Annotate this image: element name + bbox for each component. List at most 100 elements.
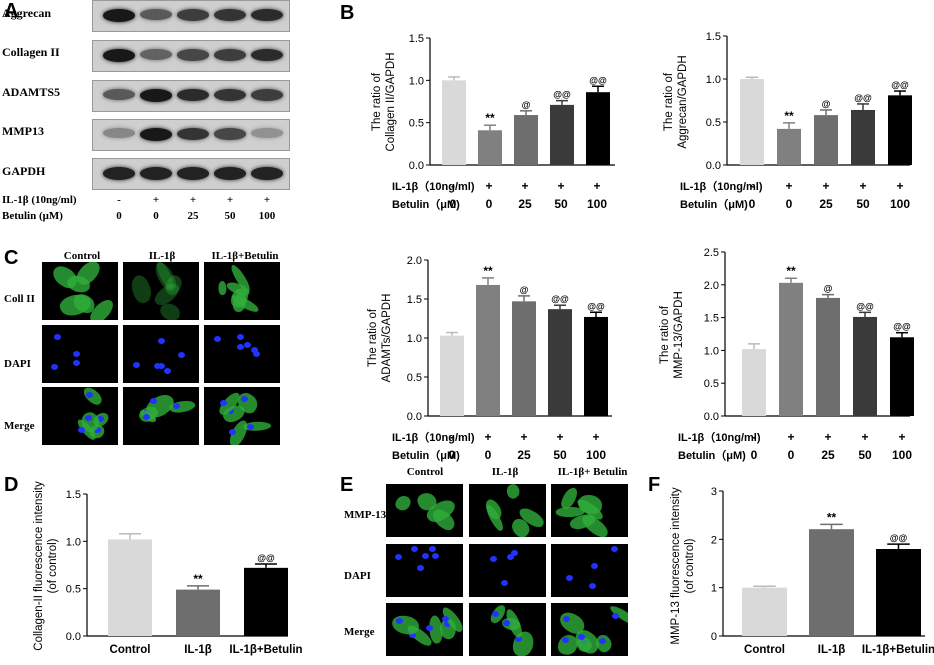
treatment-row2-value: 0 xyxy=(751,448,758,462)
nucleus xyxy=(432,553,440,560)
y-axis-label: MMP-13 fluorescence intensity (of control… xyxy=(670,487,696,644)
wb-band xyxy=(214,89,246,101)
significance-annotation: @@ xyxy=(589,75,607,85)
wb-band xyxy=(251,89,283,101)
merge-image xyxy=(42,387,118,445)
micro-c-row-dapi: DAPI xyxy=(4,358,31,370)
green-stain-image xyxy=(42,262,118,320)
green-stain-image xyxy=(204,262,280,320)
nucleus xyxy=(428,546,436,553)
nucleus xyxy=(566,575,574,582)
stained-cell xyxy=(481,496,505,522)
treatment-row1-value: + xyxy=(520,430,527,444)
significance-annotation: @ xyxy=(522,100,531,110)
western-blot-panel: Aggrecan Collagen II ADAMTS5 MMP13 GAPDH… xyxy=(0,0,300,225)
nucleus xyxy=(503,619,511,626)
bar xyxy=(742,349,766,416)
nucleus xyxy=(149,398,157,405)
treatment-row1-value: + xyxy=(785,179,792,193)
wb-treatment-row2-label: Betulin (μM) xyxy=(2,210,63,222)
y-tick-label: 1.0 xyxy=(66,536,81,548)
nucleus xyxy=(598,637,606,644)
nucleus xyxy=(229,428,237,435)
x-category-label: IL-1β+Betulin xyxy=(229,644,302,656)
micro-e-col-il1b: IL-1β xyxy=(491,466,519,478)
y-tick-label: 0.5 xyxy=(706,117,721,129)
treatment-row2-label: Betulin（μM) xyxy=(678,449,746,462)
y-axis-label: The ratio of Collagen II/GAPDH xyxy=(371,52,397,151)
y-axis-label-line: (of control) xyxy=(684,538,696,593)
nucleus xyxy=(563,615,571,622)
nucleus xyxy=(394,553,402,560)
nucleus xyxy=(417,564,425,571)
y-tick-label: 0.0 xyxy=(409,160,424,172)
dapi-image xyxy=(551,544,628,597)
y-tick-label: 1.0 xyxy=(409,75,424,87)
wb-band xyxy=(177,89,209,102)
significance-annotation: @@ xyxy=(587,301,605,311)
y-axis-label: The ratio of Aggrecan/GAPDH xyxy=(663,55,689,148)
stained-cell xyxy=(80,387,106,408)
y-tick-label: 0.5 xyxy=(407,372,422,384)
y-tick-label: 2 xyxy=(711,534,717,546)
treatment-row2-value: 0 xyxy=(449,448,456,462)
y-tick-label: 0 xyxy=(711,631,717,643)
nucleus xyxy=(50,363,58,370)
y-axis-label: Collagen-II fluorescence intensity (of co… xyxy=(33,481,59,651)
nucleus xyxy=(143,414,151,421)
bar xyxy=(816,297,840,416)
treatment-row2-value: 50 xyxy=(553,448,567,462)
nucleus xyxy=(489,556,497,563)
green-stain-image xyxy=(469,484,546,537)
bar xyxy=(779,282,803,416)
dapi-image xyxy=(204,325,280,383)
wb-band xyxy=(251,128,283,138)
panel-label-f: F xyxy=(648,474,661,496)
panel-label-e: E xyxy=(340,474,354,496)
nucleus xyxy=(426,624,434,631)
micro-c-row-merge: Merge xyxy=(4,420,35,432)
nucleus xyxy=(163,368,171,375)
x-category-label: Control xyxy=(744,644,785,656)
treatment-row1-value: + xyxy=(861,430,868,444)
wb-band xyxy=(251,49,283,62)
merge-image xyxy=(551,603,628,656)
wb-label-collagen: Collagen II xyxy=(2,45,60,59)
y-tick-label: 1.0 xyxy=(706,74,721,86)
nucleus xyxy=(247,423,255,430)
y-tick-label: 1.0 xyxy=(704,345,719,357)
panel-label-a: A xyxy=(4,0,19,22)
y-axis-label-line: The ratio of xyxy=(367,308,379,367)
nucleus xyxy=(73,351,81,358)
nucleus xyxy=(219,400,227,407)
nucleus xyxy=(491,610,499,617)
y-tick-label: 1.5 xyxy=(66,489,81,501)
treatment-row2-label: Betulin（μM) xyxy=(392,198,460,211)
nucleus xyxy=(443,620,451,627)
treatment-row2-value: 50 xyxy=(554,197,568,211)
significance-annotation: @ xyxy=(520,285,529,295)
treatment-row2-value: 25 xyxy=(517,448,531,462)
treatment-row2-label: Betulin（μM) xyxy=(392,449,460,462)
bar xyxy=(777,128,801,165)
wb-band xyxy=(214,9,246,21)
wb-trt1-val: - xyxy=(117,194,121,206)
treatment-row1-value: - xyxy=(451,179,455,193)
wb-band xyxy=(103,49,135,62)
nucleus xyxy=(251,346,259,353)
significance-annotation: ** xyxy=(193,572,203,586)
wb-label-gapdh: GAPDH xyxy=(2,164,46,178)
treatment-row1-value: + xyxy=(896,179,903,193)
treatment-row1-value: + xyxy=(859,179,866,193)
treatment-row2-value: 0 xyxy=(485,448,492,462)
nucleus xyxy=(153,363,161,370)
nucleus xyxy=(86,391,94,398)
bar xyxy=(851,109,875,165)
wb-trt2-val: 100 xyxy=(258,210,276,222)
treatment-row1-value: + xyxy=(822,179,829,193)
bar xyxy=(514,115,538,165)
significance-annotation: ** xyxy=(485,111,495,125)
wb-band xyxy=(251,167,283,180)
micro-c-col-il1b: IL-1β xyxy=(148,250,176,262)
